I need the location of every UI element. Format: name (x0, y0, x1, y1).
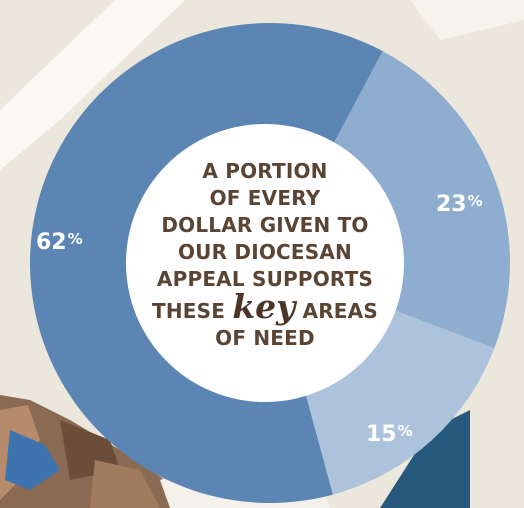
center-caption: A PORTION OF EVERY DOLLAR GIVEN TO OUR D… (130, 158, 400, 352)
caption-these: THESE (152, 299, 226, 323)
donut-hole (126, 124, 404, 402)
photo-corner (0, 395, 185, 508)
caption-line-4: OUR DIOCESAN (177, 240, 352, 264)
caption-areas: AREAS (302, 299, 378, 323)
caption-line-3: DOLLAR GIVEN TO (161, 213, 369, 237)
caption-line-1: A PORTION (202, 159, 328, 183)
slice-label-62: 62% (36, 230, 83, 255)
slice-label-23: 23% (436, 192, 483, 217)
caption-key-word: key (232, 287, 296, 326)
paper-strip-right (410, 0, 524, 40)
caption-line-2: OF EVERY (209, 186, 321, 210)
caption-line-5: APPEAL SUPPORTS (156, 267, 374, 291)
slice-label-15: 15% (366, 422, 413, 447)
paper-strip-top (0, 0, 185, 170)
blue-strip-bottom (380, 410, 470, 508)
caption-line-7: OF NEED (215, 326, 315, 350)
caption-line-6: THESE key AREAS (130, 290, 400, 325)
